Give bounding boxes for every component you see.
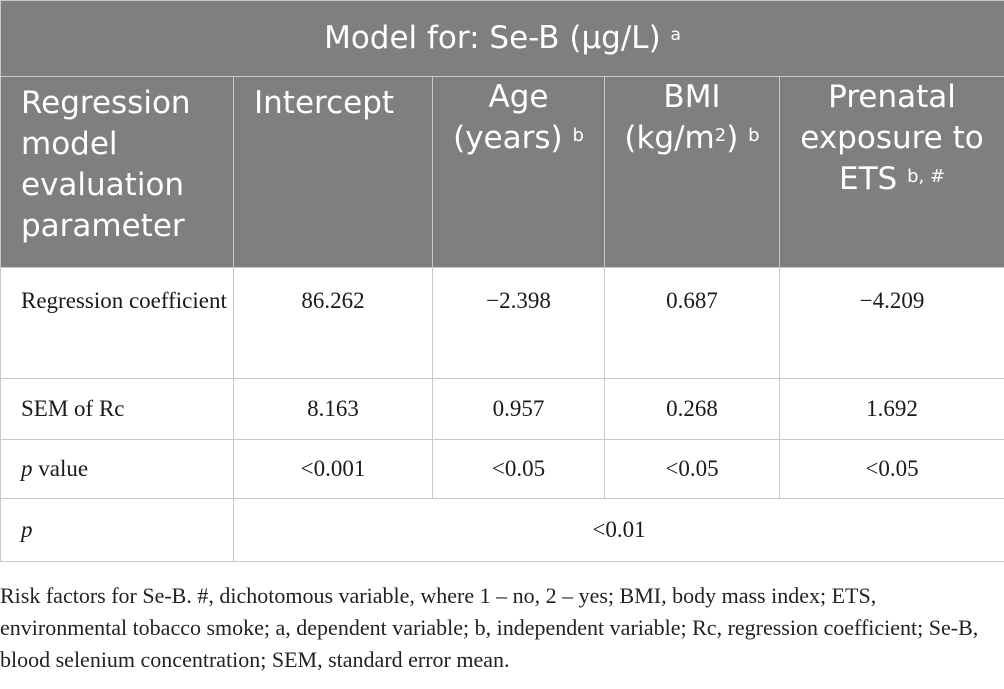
title-superscript: a	[670, 24, 681, 45]
col-bmi-superscript: b	[748, 124, 760, 146]
row-label: Regression coefficient	[0, 267, 234, 379]
table-row: p value <0.001 <0.05 <0.05 <0.05	[0, 439, 1004, 499]
row-label-rest: value	[32, 456, 89, 481]
cell-age: <0.05	[432, 439, 605, 499]
col-ets-superscript: b, #	[907, 165, 946, 187]
table-title: Model for: Se-B (µg/L) a	[0, 0, 1004, 77]
cell-intercept: 8.163	[233, 378, 433, 440]
row-label: p	[0, 498, 234, 562]
cell-age: −2.398	[432, 267, 605, 379]
table-title-row: Model for: Se-B (µg/L) a	[0, 0, 1004, 77]
cell-intercept: <0.001	[233, 439, 433, 499]
row-label-italic: p	[21, 456, 33, 481]
cell-bmi: <0.05	[604, 439, 780, 499]
col-bmi-close: )	[726, 120, 739, 156]
col-header-parameter: Regression model evaluation parameter	[0, 76, 234, 268]
column-header-row: Regression model evaluation parameter In…	[0, 76, 1004, 268]
table-footnote: Risk factors for Se-B. #, dichotomous va…	[0, 583, 979, 672]
regression-table: Model for: Se-B (µg/L) a Regression mode…	[0, 0, 1004, 562]
cell-intercept: 86.262	[233, 267, 433, 379]
cell-model-p: <0.01	[232, 498, 1004, 562]
cell-age: 0.957	[432, 378, 605, 440]
cell-ets: 1.692	[778, 378, 1004, 440]
row-label: p value	[0, 439, 234, 499]
cell-bmi: 0.687	[604, 267, 780, 379]
col-age-superscript: b	[572, 124, 584, 146]
col-header-bmi: BMI (kg/m2) b	[604, 76, 780, 268]
col-bmi-exponent: 2	[714, 124, 727, 146]
col-bmi-text: BMI (kg/m	[624, 79, 721, 156]
col-header-ets: Prenatal exposure to ETS b, #	[778, 76, 1004, 268]
table-row: p <0.01	[0, 498, 1004, 562]
cell-ets: <0.05	[778, 439, 1004, 499]
col-header-intercept: Intercept	[233, 76, 433, 268]
cell-ets: −4.209	[778, 267, 1004, 379]
row-label-italic: p	[21, 517, 33, 542]
table-title-text: Model for: Se-B (µg/L)	[324, 20, 661, 56]
table-row: SEM of Rc 8.163 0.957 0.268 1.692	[0, 378, 1004, 440]
col-header-age: Age (years) b	[432, 76, 605, 268]
col-ets-text: Prenatal exposure to ETS	[800, 79, 984, 197]
table-row: Regression coefficient 86.262 −2.398 0.6…	[0, 267, 1004, 379]
row-label: SEM of Rc	[0, 378, 234, 440]
col-age-text: Age (years)	[453, 79, 563, 156]
cell-bmi: 0.268	[604, 378, 780, 440]
